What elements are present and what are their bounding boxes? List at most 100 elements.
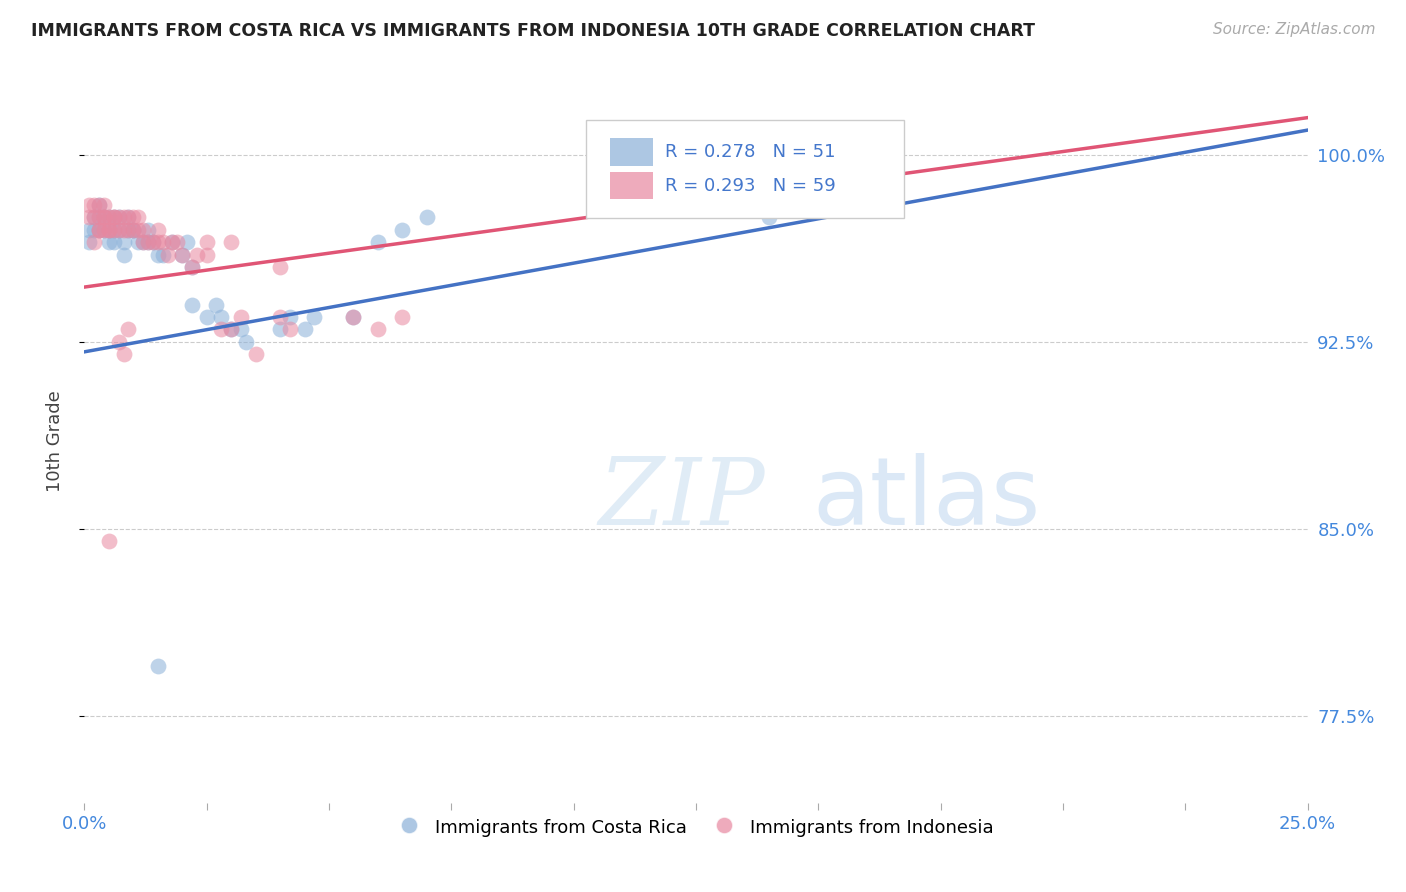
- Text: ZIP: ZIP: [598, 454, 765, 544]
- Immigrants from Costa Rica: [304, 310, 326, 324]
- Immigrants from Indonesia: [219, 322, 242, 336]
- Immigrants from Indonesia: [103, 211, 125, 225]
- Immigrants from Indonesia: [83, 198, 105, 212]
- Immigrants from Indonesia: [152, 235, 174, 250]
- Immigrants from Costa Rica: [77, 235, 100, 250]
- Immigrants from Costa Rica: [181, 297, 204, 311]
- Immigrants from Costa Rica: [142, 235, 165, 250]
- Immigrants from Costa Rica: [342, 310, 364, 324]
- Immigrants from Costa Rica: [195, 310, 218, 324]
- Immigrants from Indonesia: [97, 534, 120, 549]
- Immigrants from Costa Rica: [112, 235, 135, 250]
- Immigrants from Costa Rica: [127, 235, 149, 250]
- Immigrants from Costa Rica: [269, 322, 291, 336]
- Legend: Immigrants from Costa Rica, Immigrants from Indonesia: Immigrants from Costa Rica, Immigrants f…: [391, 811, 1001, 845]
- FancyBboxPatch shape: [610, 172, 654, 200]
- Text: IMMIGRANTS FROM COSTA RICA VS IMMIGRANTS FROM INDONESIA 10TH GRADE CORRELATION C: IMMIGRANTS FROM COSTA RICA VS IMMIGRANTS…: [31, 22, 1035, 40]
- Immigrants from Indonesia: [97, 211, 120, 225]
- Immigrants from Indonesia: [93, 211, 115, 225]
- Immigrants from Costa Rica: [416, 211, 439, 225]
- Immigrants from Costa Rica: [83, 211, 105, 225]
- Immigrants from Costa Rica: [122, 223, 145, 237]
- Immigrants from Indonesia: [195, 248, 218, 262]
- Immigrants from Indonesia: [229, 310, 252, 324]
- Immigrants from Indonesia: [93, 223, 115, 237]
- Immigrants from Costa Rica: [103, 223, 125, 237]
- Immigrants from Indonesia: [166, 235, 188, 250]
- Immigrants from Costa Rica: [209, 310, 232, 324]
- Immigrants from Indonesia: [146, 223, 169, 237]
- Immigrants from Indonesia: [278, 322, 301, 336]
- Immigrants from Costa Rica: [205, 297, 228, 311]
- Immigrants from Indonesia: [127, 211, 149, 225]
- Immigrants from Indonesia: [209, 322, 232, 336]
- Immigrants from Indonesia: [93, 211, 115, 225]
- Immigrants from Costa Rica: [103, 211, 125, 225]
- Immigrants from Indonesia: [97, 223, 120, 237]
- Immigrants from Indonesia: [122, 211, 145, 225]
- Immigrants from Indonesia: [142, 235, 165, 250]
- Immigrants from Indonesia: [87, 223, 110, 237]
- Immigrants from Costa Rica: [229, 322, 252, 336]
- Immigrants from Indonesia: [87, 211, 110, 225]
- Immigrants from Costa Rica: [152, 248, 174, 262]
- Immigrants from Costa Rica: [97, 211, 120, 225]
- Immigrants from Costa Rica: [117, 211, 139, 225]
- Immigrants from Costa Rica: [122, 223, 145, 237]
- Immigrants from Indonesia: [181, 260, 204, 274]
- Immigrants from Costa Rica: [97, 223, 120, 237]
- Immigrants from Indonesia: [269, 310, 291, 324]
- Immigrants from Indonesia: [112, 347, 135, 361]
- Immigrants from Indonesia: [87, 198, 110, 212]
- Immigrants from Indonesia: [132, 235, 155, 250]
- Text: R = 0.278   N = 51: R = 0.278 N = 51: [665, 143, 837, 161]
- Text: R = 0.293   N = 59: R = 0.293 N = 59: [665, 177, 837, 194]
- Immigrants from Indonesia: [117, 322, 139, 336]
- Immigrants from Indonesia: [342, 310, 364, 324]
- Text: atlas: atlas: [813, 453, 1040, 545]
- Text: Source: ZipAtlas.com: Source: ZipAtlas.com: [1212, 22, 1375, 37]
- Immigrants from Costa Rica: [235, 334, 257, 349]
- Immigrants from Indonesia: [391, 310, 413, 324]
- Immigrants from Costa Rica: [97, 235, 120, 250]
- Immigrants from Indonesia: [219, 235, 242, 250]
- FancyBboxPatch shape: [586, 120, 904, 218]
- Immigrants from Indonesia: [97, 223, 120, 237]
- Immigrants from Indonesia: [245, 347, 267, 361]
- Immigrants from Indonesia: [127, 223, 149, 237]
- Immigrants from Costa Rica: [87, 198, 110, 212]
- Immigrants from Indonesia: [93, 198, 115, 212]
- Immigrants from Costa Rica: [146, 248, 169, 262]
- Immigrants from Indonesia: [172, 248, 194, 262]
- Immigrants from Costa Rica: [117, 223, 139, 237]
- Immigrants from Indonesia: [103, 223, 125, 237]
- Immigrants from Indonesia: [77, 198, 100, 212]
- Immigrants from Costa Rica: [758, 211, 780, 225]
- Immigrants from Costa Rica: [87, 223, 110, 237]
- Immigrants from Indonesia: [195, 235, 218, 250]
- Immigrants from Indonesia: [112, 223, 135, 237]
- Immigrants from Costa Rica: [93, 223, 115, 237]
- Immigrants from Indonesia: [269, 260, 291, 274]
- Immigrants from Costa Rica: [132, 235, 155, 250]
- Immigrants from Costa Rica: [294, 322, 316, 336]
- Immigrants from Costa Rica: [146, 658, 169, 673]
- Immigrants from Costa Rica: [107, 223, 129, 237]
- Immigrants from Indonesia: [367, 322, 389, 336]
- Immigrants from Indonesia: [83, 211, 105, 225]
- Immigrants from Indonesia: [136, 235, 159, 250]
- FancyBboxPatch shape: [610, 138, 654, 166]
- Immigrants from Indonesia: [132, 223, 155, 237]
- Immigrants from Costa Rica: [219, 322, 242, 336]
- Immigrants from Indonesia: [146, 235, 169, 250]
- Immigrants from Indonesia: [122, 223, 145, 237]
- Immigrants from Costa Rica: [367, 235, 389, 250]
- Immigrants from Indonesia: [162, 235, 184, 250]
- Immigrants from Indonesia: [117, 223, 139, 237]
- Immigrants from Indonesia: [107, 334, 129, 349]
- Immigrants from Costa Rica: [112, 248, 135, 262]
- Immigrants from Indonesia: [186, 248, 208, 262]
- Immigrants from Costa Rica: [181, 260, 204, 274]
- Immigrants from Indonesia: [117, 211, 139, 225]
- Immigrants from Costa Rica: [136, 235, 159, 250]
